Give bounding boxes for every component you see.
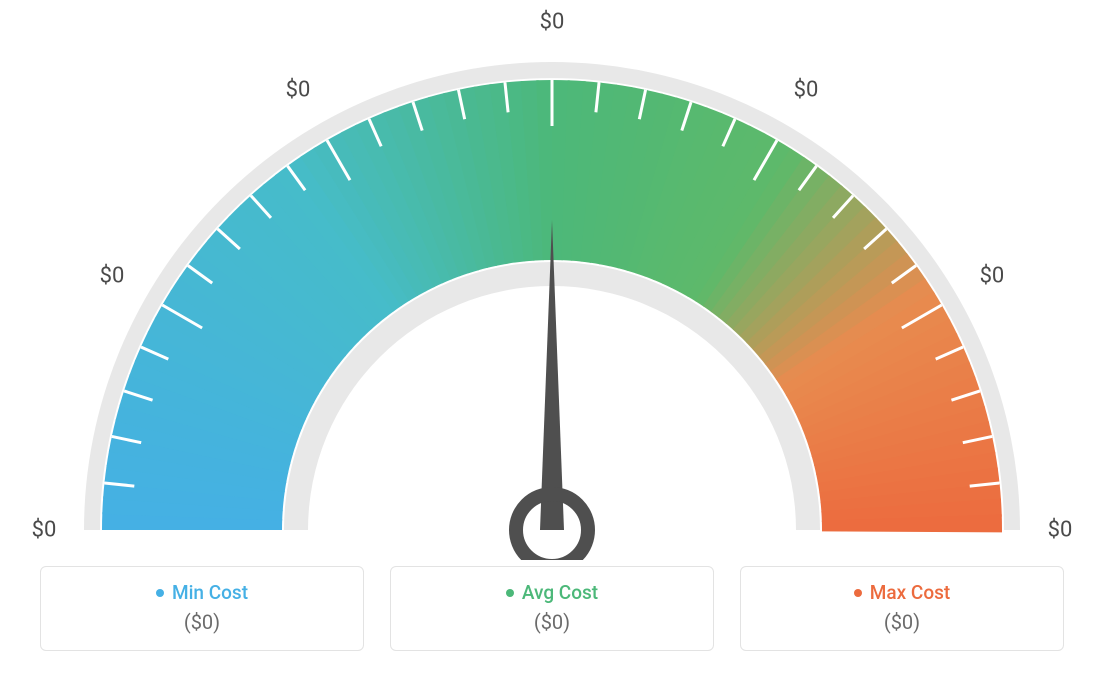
legend-value-min: ($0) — [51, 610, 353, 634]
legend-dot-icon — [156, 589, 164, 597]
legend-box-max: Max Cost ($0) — [740, 566, 1064, 651]
gauge-tick-label: $0 — [980, 264, 1005, 289]
gauge-tick-label: $0 — [794, 78, 819, 103]
legend-box-min: Min Cost ($0) — [40, 566, 364, 651]
legend-dot-icon — [854, 589, 862, 597]
legend-label-avg: Avg Cost — [506, 581, 598, 604]
legend-label-max: Max Cost — [854, 581, 950, 604]
legend-label-min: Min Cost — [156, 581, 248, 604]
gauge-svg — [0, 0, 1104, 560]
legend-dot-icon — [506, 589, 514, 597]
legend-row: Min Cost ($0) Avg Cost ($0) Max Cost ($0… — [0, 566, 1104, 651]
legend-label-text: Max Cost — [870, 581, 950, 604]
legend-box-avg: Avg Cost ($0) — [390, 566, 714, 651]
gauge-tick-label: $0 — [1048, 518, 1073, 543]
gauge-tick-label: $0 — [540, 10, 565, 35]
gauge-chart: $0 $0 $0 $0 $0 $0 $0 — [0, 0, 1104, 560]
gauge-tick-label: $0 — [100, 264, 125, 289]
legend-label-text: Avg Cost — [522, 581, 598, 604]
legend-label-text: Min Cost — [172, 581, 248, 604]
gauge-tick-label: $0 — [32, 518, 57, 543]
legend-value-max: ($0) — [751, 610, 1053, 634]
gauge-tick-label: $0 — [286, 78, 311, 103]
legend-value-avg: ($0) — [401, 610, 703, 634]
